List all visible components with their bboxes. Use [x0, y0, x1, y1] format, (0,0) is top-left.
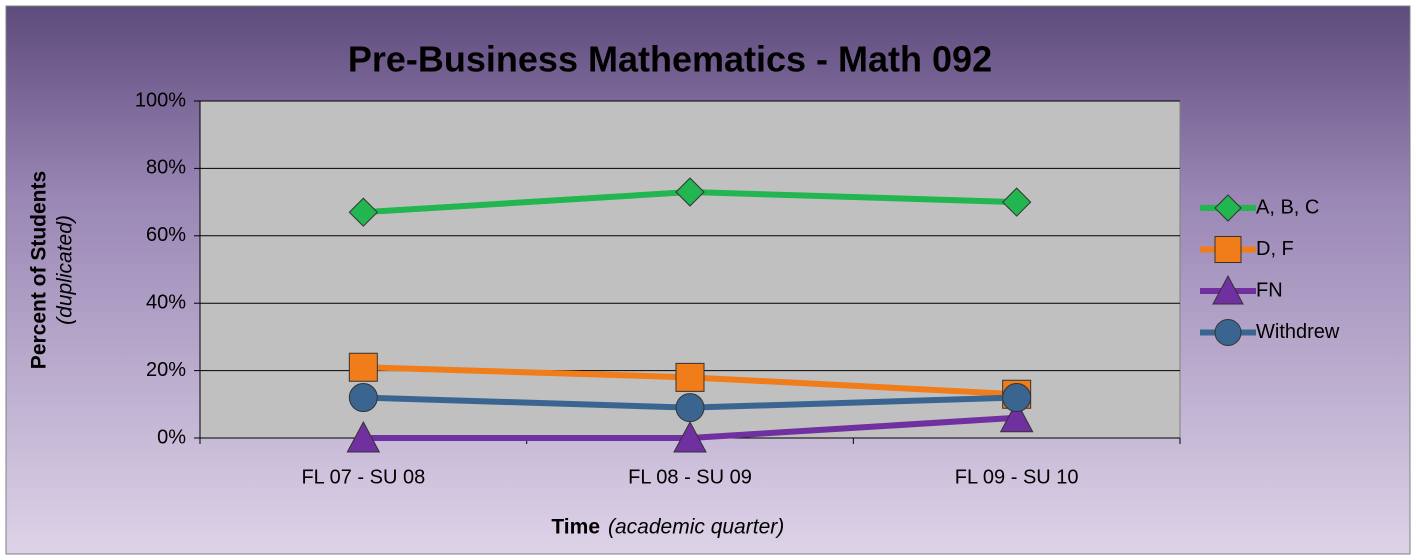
legend-label: A, B, C [1256, 196, 1319, 218]
y-tick-label: 20% [146, 359, 186, 381]
y-tick-label: 0% [157, 426, 186, 448]
x-tick-label: FL 09 - SU 10 [955, 466, 1079, 488]
y-tick-label: 80% [146, 157, 186, 179]
marker [1001, 187, 1032, 217]
marker [675, 393, 705, 423]
y-axis-label-note: (duplicated) [54, 215, 77, 325]
legend-label: Withdrew [1256, 321, 1340, 343]
y-tick-label: 100% [135, 89, 186, 111]
x-axis-label: Time [551, 516, 600, 539]
marker [675, 362, 705, 392]
marker [1214, 319, 1242, 346]
marker [348, 197, 379, 227]
x-tick-label: FL 07 - SU 08 [301, 466, 425, 488]
marker [348, 352, 378, 382]
marker [1002, 383, 1032, 413]
marker [1214, 194, 1242, 222]
marker [348, 383, 378, 413]
marker [999, 400, 1034, 433]
legend-label: FN [1256, 279, 1283, 301]
marker [1212, 274, 1244, 305]
marker [675, 177, 705, 207]
chart-title: Pre-Business Mathematics - Math 092 [348, 39, 992, 80]
y-tick-label: 60% [146, 224, 186, 246]
y-tick-label: 40% [146, 291, 186, 313]
x-tick-label: FL 08 - SU 09 [628, 466, 752, 488]
legend-label: D, F [1256, 238, 1294, 260]
marker [1214, 236, 1242, 263]
x-axis-label-note: (academic quarter) [608, 516, 784, 539]
y-axis-label: Percent of Students [28, 171, 51, 369]
marker [346, 420, 381, 453]
marker [673, 420, 707, 453]
